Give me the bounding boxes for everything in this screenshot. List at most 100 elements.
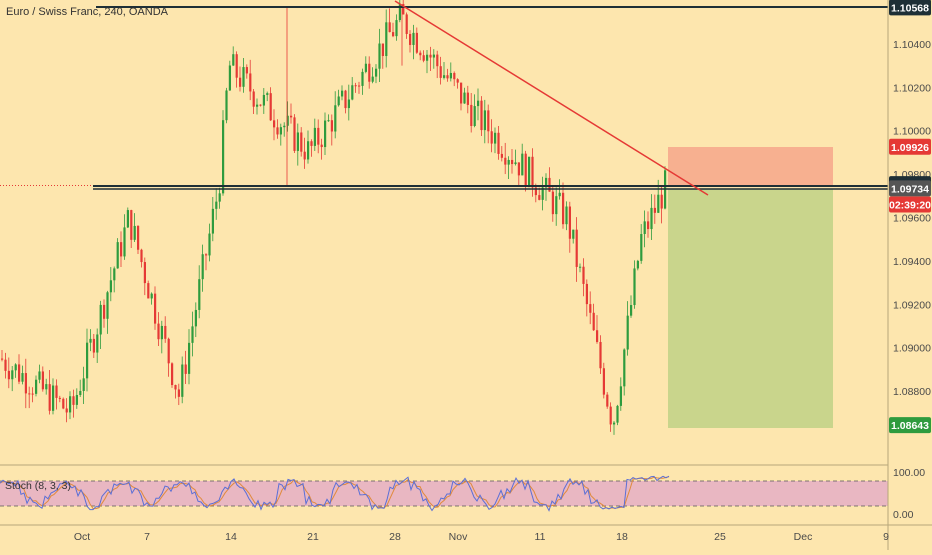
candle-body xyxy=(521,153,524,176)
candle-body xyxy=(313,127,316,146)
candle-body xyxy=(109,280,112,293)
candle-body xyxy=(606,394,609,407)
candle-body xyxy=(225,90,228,121)
candle-body xyxy=(636,260,639,269)
candle-body xyxy=(507,159,510,165)
candle-body xyxy=(449,72,452,79)
price-tag-label: 1.09926 xyxy=(891,142,929,154)
candle-body xyxy=(562,192,565,225)
candle-body xyxy=(419,52,422,56)
candle-body xyxy=(596,330,599,342)
candle-body xyxy=(194,309,197,327)
time-tick-label: 7 xyxy=(144,531,150,543)
candle-body xyxy=(514,162,517,165)
candle-body xyxy=(422,55,425,61)
time-tick-label: 25 xyxy=(714,531,726,543)
price-tick-label: 1.10000 xyxy=(893,126,931,138)
candle-body xyxy=(266,93,269,95)
candle-body xyxy=(426,54,429,61)
candle-body xyxy=(99,304,102,335)
candle-body xyxy=(531,156,534,188)
candle-body xyxy=(548,177,551,192)
candle-body xyxy=(242,67,245,87)
stop-loss-zone[interactable] xyxy=(668,147,833,186)
price-tag-label: 02:39:20 xyxy=(889,199,931,211)
candle-body xyxy=(415,32,418,53)
price-scale-ticks: 1.104001.102001.100001.098001.096001.094… xyxy=(893,39,931,398)
candle-body xyxy=(494,132,497,144)
candle-body xyxy=(327,120,330,122)
price-tag-box xyxy=(889,0,931,16)
candle-body xyxy=(466,92,469,105)
candle-body xyxy=(653,207,656,213)
candle-body xyxy=(283,125,286,128)
candle-body xyxy=(395,20,398,37)
chart-title: Euro / Swiss Franc, 240, OANDA xyxy=(6,6,169,18)
candle-body xyxy=(409,33,412,45)
candle-body xyxy=(177,389,180,397)
candle-body xyxy=(296,132,299,151)
price-tag-label: 1.09734 xyxy=(891,183,929,195)
candle-body xyxy=(89,338,92,343)
candle-body xyxy=(545,177,548,188)
stoch-tick-100: 100.00 xyxy=(893,467,925,479)
candle-body xyxy=(307,141,310,160)
candle-body xyxy=(147,283,150,299)
candle-body xyxy=(259,104,262,106)
candle-body xyxy=(45,384,48,390)
candle-body xyxy=(439,66,442,78)
candle-body xyxy=(371,76,374,82)
candle-body xyxy=(398,4,401,21)
candle-body xyxy=(317,127,320,145)
candle-body xyxy=(65,408,68,413)
time-tick-label: 9 xyxy=(883,531,889,543)
price-tag[interactable]: 1.10568 xyxy=(889,0,931,16)
candle-body xyxy=(517,162,520,176)
candle-body xyxy=(551,191,554,215)
candle-body xyxy=(21,373,24,382)
candle-body xyxy=(453,72,456,80)
candle-body xyxy=(72,396,75,405)
take-profit-zone[interactable] xyxy=(668,189,833,428)
candle-body xyxy=(402,4,405,15)
candle-body xyxy=(123,227,126,257)
candle-body xyxy=(429,54,432,58)
candle-body xyxy=(41,371,44,390)
candle-body xyxy=(565,206,568,225)
candle-body xyxy=(215,201,218,209)
candle-body xyxy=(344,90,347,109)
price-tag[interactable]: 1.08643 xyxy=(889,417,931,434)
candle-body xyxy=(657,194,660,213)
candle-body xyxy=(504,157,507,165)
candle-body xyxy=(650,207,653,230)
candle-body xyxy=(143,262,146,284)
candle-body xyxy=(456,79,459,83)
candle-body xyxy=(599,341,602,369)
candle-body xyxy=(609,406,612,425)
candle-body xyxy=(130,210,133,240)
price-tag[interactable]: 02:39:20 xyxy=(889,196,931,213)
price-tag[interactable]: 1.09734 xyxy=(889,180,931,197)
candle-body xyxy=(290,115,293,118)
candle-body xyxy=(381,43,384,57)
candle-body xyxy=(320,144,323,148)
candle-body xyxy=(375,68,378,77)
price-tag[interactable]: 1.09926 xyxy=(889,138,931,155)
candle-body xyxy=(354,85,357,87)
candle-body xyxy=(500,153,503,158)
candle-body xyxy=(626,315,629,350)
candle-body xyxy=(28,393,31,395)
time-tick-label: Oct xyxy=(74,531,90,543)
price-tag-box xyxy=(889,417,931,434)
trendline[interactable] xyxy=(394,0,709,196)
candle-body xyxy=(116,242,119,269)
candle-body xyxy=(310,141,313,146)
candle-body xyxy=(235,54,238,78)
candle-body xyxy=(103,304,106,319)
candle-body xyxy=(86,342,89,379)
candle-body xyxy=(385,22,388,57)
price-axis[interactable] xyxy=(888,0,932,550)
candle-body xyxy=(341,90,344,97)
